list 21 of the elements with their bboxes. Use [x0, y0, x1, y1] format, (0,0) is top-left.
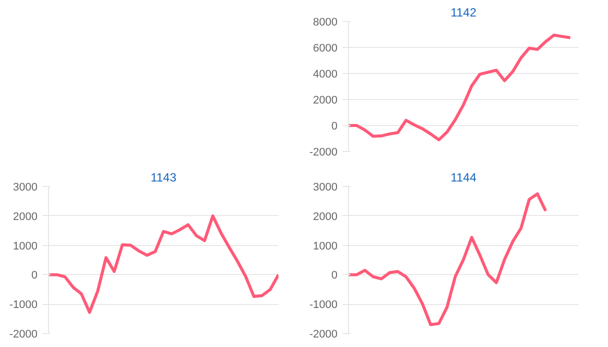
y-tick-label: 0	[331, 120, 338, 132]
y-tick-label: 1000	[13, 240, 38, 252]
y-tick-label: 0	[331, 270, 338, 282]
y-tick-label: 3000	[13, 182, 38, 194]
y-tick-label: 3000	[313, 182, 338, 194]
y-tick-label: -1000	[309, 299, 338, 312]
chart-title: 1143	[150, 170, 177, 184]
y-tick-label: 2000	[313, 94, 338, 106]
y-tick-label: 2000	[13, 210, 38, 223]
y-tick-label: -2000	[9, 328, 38, 340]
chart-title: 1142	[450, 6, 477, 20]
y-tick-label: 8000	[313, 16, 338, 28]
y-tick-label: -2000	[309, 328, 338, 340]
y-tick-label: 1000	[313, 240, 338, 252]
chart-title: 1144	[450, 170, 477, 184]
y-tick-label: -2000	[309, 146, 338, 158]
y-tick-label: 4000	[313, 68, 338, 80]
y-tick-label: 0	[31, 270, 38, 282]
y-tick-label: 2000	[313, 210, 338, 223]
y-tick-label: 6000	[313, 42, 338, 54]
y-tick-label: -1000	[9, 299, 38, 312]
